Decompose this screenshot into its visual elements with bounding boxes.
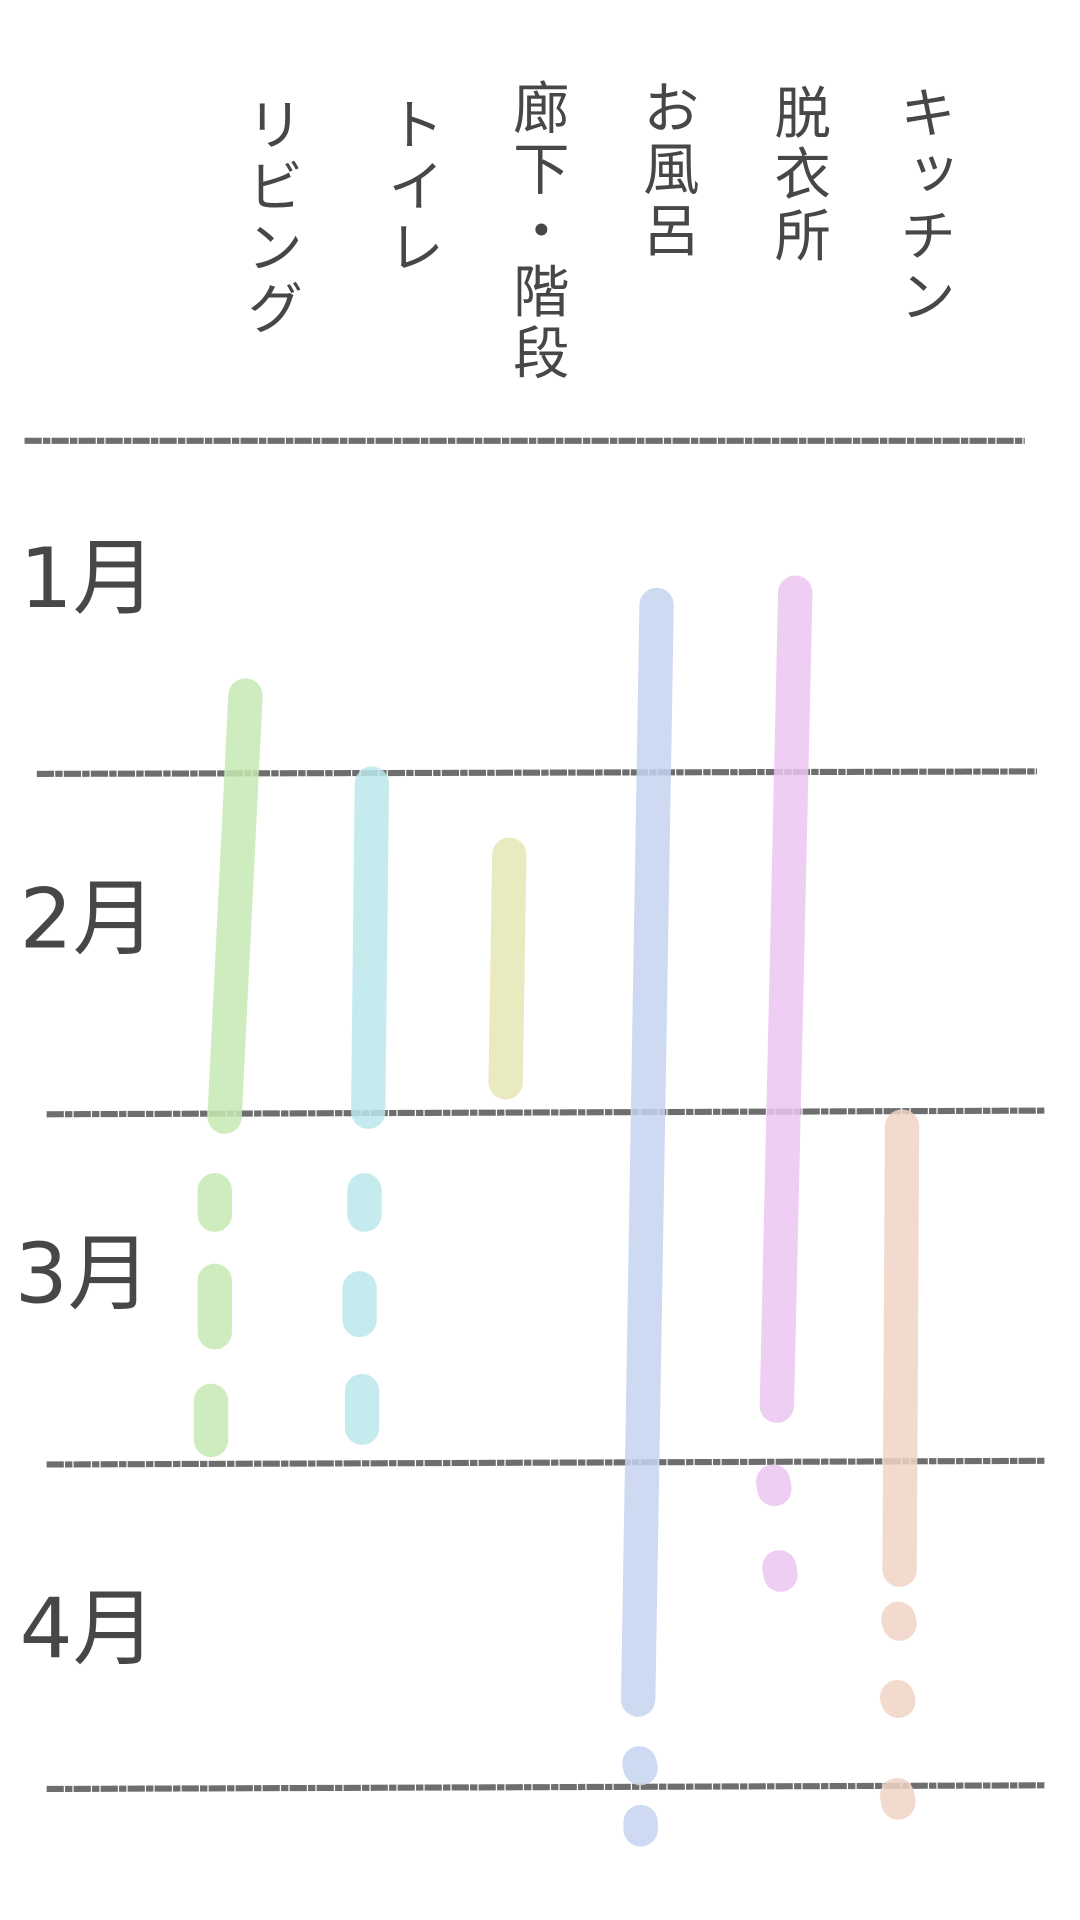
month-label: 4月 (20, 1581, 157, 1678)
living-bars (193, 678, 263, 1458)
bath-bars (621, 587, 674, 1847)
hallway-bars (488, 837, 527, 1100)
column-label: リビング (237, 96, 302, 341)
divider (36, 768, 1038, 777)
month-label: 1月 (20, 530, 157, 627)
month-label: 2月 (20, 871, 157, 968)
column-label: 脱衣所 (765, 83, 830, 267)
column-label: 廊下・階段 (504, 78, 569, 384)
dressing-bars (756, 575, 813, 1592)
month-label: 3月 (15, 1226, 152, 1323)
column-label: トイレ (379, 96, 444, 280)
divider (46, 1782, 1046, 1793)
toilet-bars (342, 766, 390, 1445)
kitchen-bars (879, 1109, 920, 1820)
divider (46, 1457, 1046, 1468)
column-label: キッチン (890, 83, 955, 328)
column-label: お風呂 (634, 78, 699, 262)
